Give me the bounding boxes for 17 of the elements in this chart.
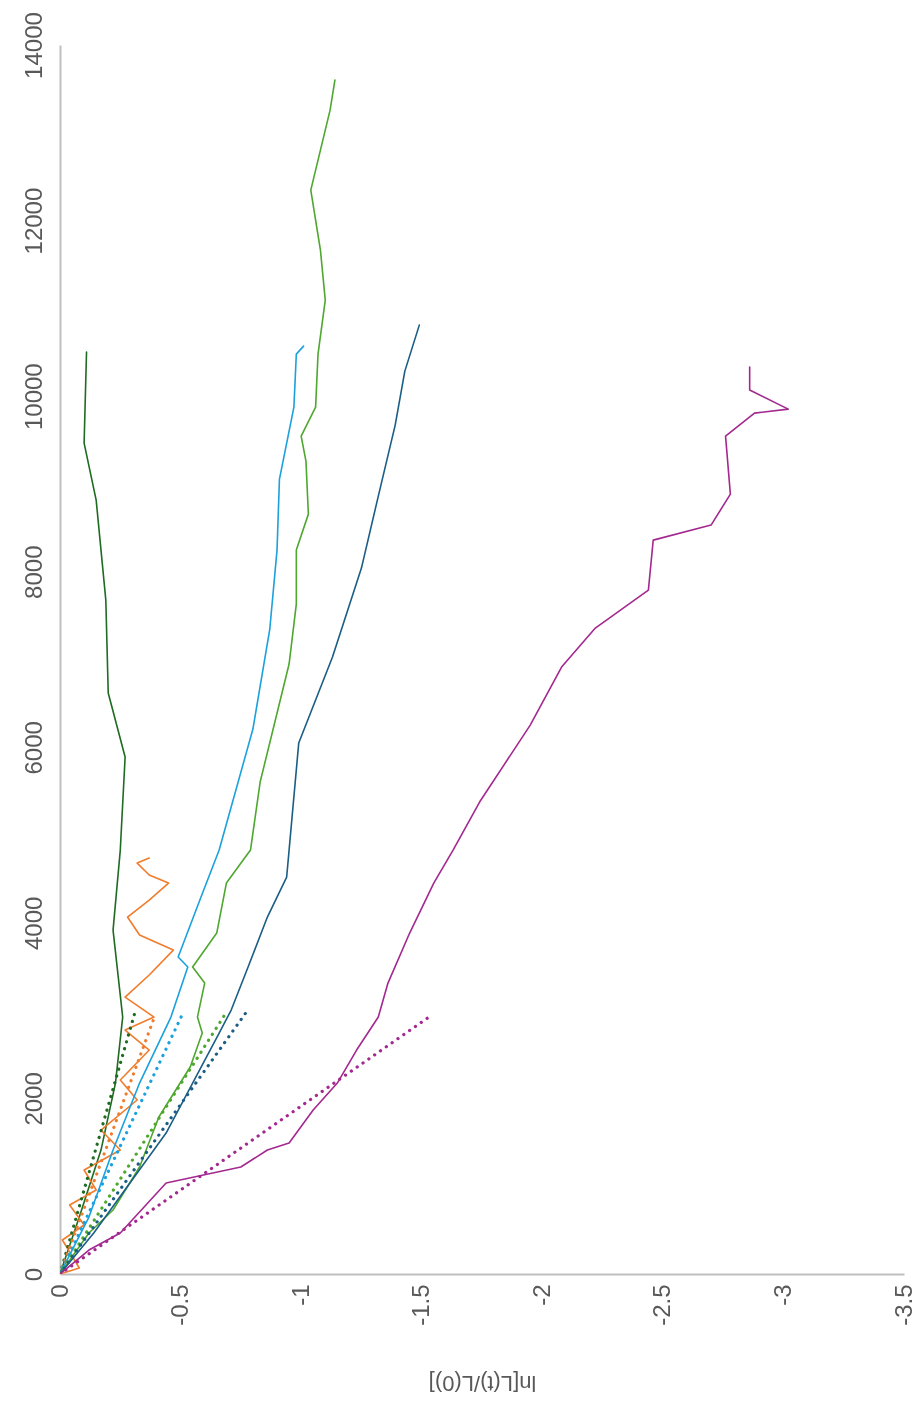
y-tick-label: 8000 xyxy=(19,545,47,599)
y-tick-label: 0 xyxy=(19,1267,47,1282)
y-tick-label: 2000 xyxy=(19,1072,47,1126)
y-tick-label: 4000 xyxy=(19,896,47,951)
x-tick-label: -1 xyxy=(286,1284,314,1306)
x-tick-label: -0.5 xyxy=(166,1284,194,1326)
x-tick-label: 0 xyxy=(45,1284,73,1298)
y-tick-label: 6000 xyxy=(19,721,47,775)
x-tick-label: -3.5 xyxy=(889,1284,917,1326)
x-tick-label: -2 xyxy=(527,1284,555,1306)
y-tick-label: 10000 xyxy=(19,363,47,431)
x-tick-label: -1.5 xyxy=(407,1284,435,1326)
y-tick-label: 14000 xyxy=(19,12,47,79)
x-tick-label: -3 xyxy=(768,1284,796,1306)
y-tick-label: 12000 xyxy=(19,187,47,255)
x-tick-label: -2.5 xyxy=(648,1284,676,1326)
x-axis-title: ln[L(t)/L(0)] xyxy=(428,1370,537,1396)
